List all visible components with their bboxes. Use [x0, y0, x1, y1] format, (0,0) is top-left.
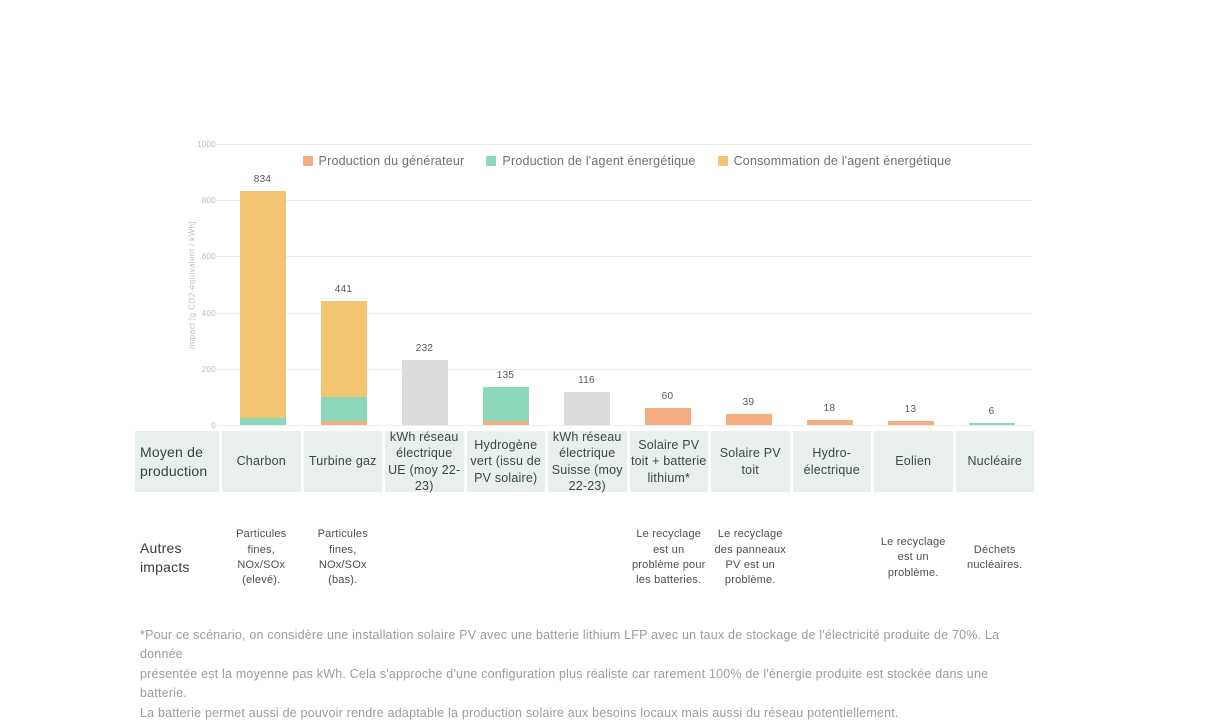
- production-cell-solaire-pv-toit: Solaire PV toit: [711, 431, 790, 492]
- bar-value-label-hydro-electrique: 18: [823, 402, 836, 414]
- impacts-cell-eolien: Le recyclage est un problème.: [880, 535, 946, 579]
- gridline-200: [214, 368, 1032, 370]
- legend-label: Production du générateur: [318, 154, 465, 168]
- legend-item-consommation-de-l-agent-energetique: Consommation de l'agent énergétique: [717, 154, 952, 168]
- bar-value-label-solaire-pv-toit: 39: [742, 397, 755, 409]
- footnote-line-3: La batterie permet aussi de pouvoir rend…: [140, 705, 899, 720]
- bar-value-label-kwh-reseau-electrique-suisse-moy-22-23: 116: [578, 375, 595, 387]
- impacts-cell-kwh-reseau-electrique-ue-moy-22-23: [385, 506, 464, 610]
- y-tick-label-0: 0: [182, 421, 216, 430]
- production-cell-nucleaire: Nucléaire: [955, 431, 1034, 492]
- production-method-row: Moyen de production Charbon Turbine gaz kW…: [135, 430, 1034, 493]
- production-cell-eolien: Eolien: [874, 431, 953, 492]
- bar-segment-production-du-generateur: [806, 419, 853, 425]
- bar-value-label-hydrogene-vert-issu-de-pv-solaire: 135: [496, 370, 515, 382]
- bar-segment-production-du-generateur: [725, 414, 772, 425]
- bar-segment-mix-reseau-electrique-non-detaille: [563, 392, 610, 425]
- legend-item-production-de-l-agent-energetique: Production de l'agent énergétique: [486, 154, 695, 168]
- impacts-row-header: Autres impacts: [140, 540, 190, 575]
- production-cell-charbon: Charbon: [222, 431, 301, 492]
- bar-segment-production-de-l-agent-energetique: [482, 387, 529, 421]
- slide-canvas: Impact [g CO2-équivalent / kWh] 0 200 400 6…: [135, 140, 1034, 720]
- legend-item-production-du-generateur: Production du générateur: [302, 154, 465, 168]
- y-tick-label-200: 200: [201, 364, 216, 374]
- chart-legend: Production du générateur Production de l'…: [222, 154, 1032, 168]
- gridline-600: [214, 256, 1032, 258]
- bar-segment-mix-reseau-electrique-non-detaille: [401, 359, 448, 425]
- impacts-cell-kwh-reseau-electrique-suisse-moy-22-23: [548, 506, 627, 610]
- production-row-header: Moyen de production: [135, 431, 219, 492]
- impacts-cell-hydro-electrique: [793, 506, 872, 610]
- y-axis-title: Impact [g CO2-équivalent / kWh]: [187, 220, 197, 349]
- bar-value-label-solaire-pv-toit-batterie-lithium: 60: [661, 391, 674, 403]
- bar-chart-plot-area: Production du générateur Production de l'…: [214, 144, 1032, 426]
- impacts-cell-turbine-gaz: Particules fines, NOx/SOx (bas).: [317, 528, 368, 587]
- footnote-line-2: présentée est la moyenne pas kWh. Cela s…: [140, 666, 989, 701]
- bar-segment-production-de-l-agent-energetique: [968, 423, 1015, 425]
- bar-segment-consommation-de-l-agent-energetique: [320, 301, 367, 397]
- impacts-cell-solaire-pv-toit: Le recyclage des panneaux PV est un prob…: [714, 528, 786, 587]
- legend-swatch-icon: [302, 156, 313, 166]
- legend-swatch-icon: [486, 156, 497, 166]
- bar-segment-production-de-l-agent-energetique: [239, 417, 286, 425]
- production-cell-solaire-pv-toit-batterie-lithium: Solaire PV toit + batterie lithium*: [629, 431, 708, 492]
- bar-segment-production-du-generateur: [482, 420, 529, 425]
- gridline-0: [214, 425, 1032, 426]
- y-tick-label-1000: 1000: [197, 140, 216, 149]
- gridline-800: [214, 200, 1032, 202]
- footnote-line-1: *Pour ce scénario, on considère une inst…: [140, 628, 1000, 662]
- bar-segment-production-du-generateur: [887, 421, 934, 425]
- other-impacts-row: Autres impacts Particules fines, NOx/SOx…: [135, 506, 1034, 610]
- bar-value-label-turbine-gaz: 441: [334, 284, 353, 296]
- bar-value-label-eolien: 13: [904, 404, 917, 416]
- impacts-cell-nucleaire: Déchets nucléaires.: [967, 543, 1023, 571]
- y-tick-label-800: 800: [201, 196, 216, 206]
- footnote: *Pour ce scénario, on considère une inst…: [140, 626, 1037, 723]
- bar-segment-production-du-generateur: [644, 408, 691, 425]
- production-cell-kwh-reseau-electrique-suisse-moy-22-23: kWh réseau électrique Suisse (moy 22-23): [548, 430, 627, 493]
- bar-segment-consommation-de-l-agent-energetique: [239, 190, 286, 418]
- legend-swatch-icon: [717, 156, 728, 166]
- bar-segment-production-de-l-agent-energetique: [320, 396, 367, 421]
- legend-label: Consommation de l'agent énergétique: [733, 154, 952, 168]
- production-cell-hydrogene-vert-issu-de-pv-solaire: Hydrogène vert (issu de PV solaire): [466, 431, 545, 492]
- bar-value-label-kwh-reseau-electrique-ue-moy-22-23: 232: [415, 342, 434, 354]
- impacts-cell-hydrogene-vert-issu-de-pv-solaire: [467, 506, 546, 610]
- impacts-cell-solaire-pv-toit-batterie-lithium: Le recyclage est un problème pour les ba…: [631, 528, 706, 587]
- bar-segment-production-du-generateur: [320, 420, 367, 425]
- legend-label: Production de l'agent énergétique: [502, 154, 696, 168]
- gridline-1000: [214, 144, 1032, 145]
- impacts-cell-charbon: Particules fines, NOx/SOx (elevé).: [236, 528, 287, 587]
- bar-value-label-nucleaire: 6: [988, 406, 995, 418]
- production-cell-turbine-gaz: Turbine gaz: [303, 431, 382, 492]
- y-tick-label-400: 400: [201, 308, 216, 318]
- y-tick-label-600: 600: [201, 252, 216, 262]
- bar-value-label-charbon: 834: [253, 173, 272, 185]
- production-cell-hydro-electrique: Hydro-électrique: [792, 431, 871, 492]
- gridline-400: [214, 312, 1032, 314]
- production-cell-kwh-reseau-electrique-ue-moy-22-23: kWh réseau électrique UE (moy 22-23): [385, 430, 464, 493]
